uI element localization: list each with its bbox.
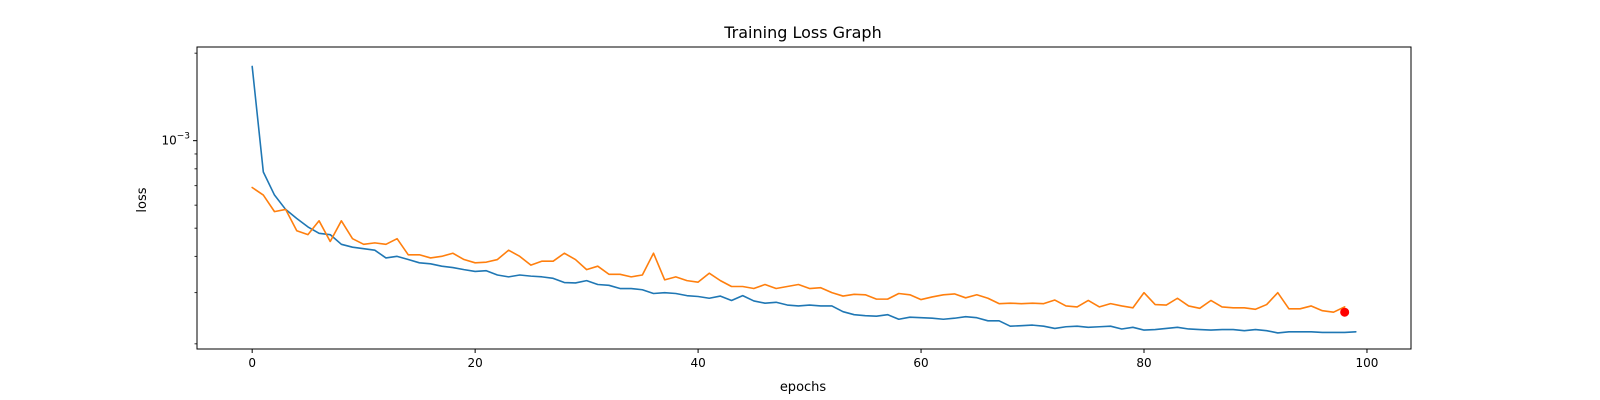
y-axis-title: loss: [135, 187, 150, 212]
x-tick-label: 100: [1356, 356, 1379, 370]
x-tick-label: 80: [1136, 356, 1151, 370]
x-axis-title: epochs: [780, 380, 827, 395]
plot-area: 0 20 40 60 80 100 10−3: [161, 46, 1412, 370]
y-tick-label: 10−3: [161, 132, 190, 148]
series-line-2: [251, 186, 1346, 313]
plot-frame: [196, 46, 1412, 350]
x-tick-label: 0: [248, 356, 256, 370]
x-tick-label: 40: [690, 356, 705, 370]
chart-title: Training Loss Graph: [723, 23, 881, 42]
series-line-1: [251, 65, 1357, 334]
x-tick-label: 60: [913, 356, 928, 370]
x-tick-label: 20: [467, 356, 482, 370]
best-point-marker: [1340, 307, 1350, 317]
